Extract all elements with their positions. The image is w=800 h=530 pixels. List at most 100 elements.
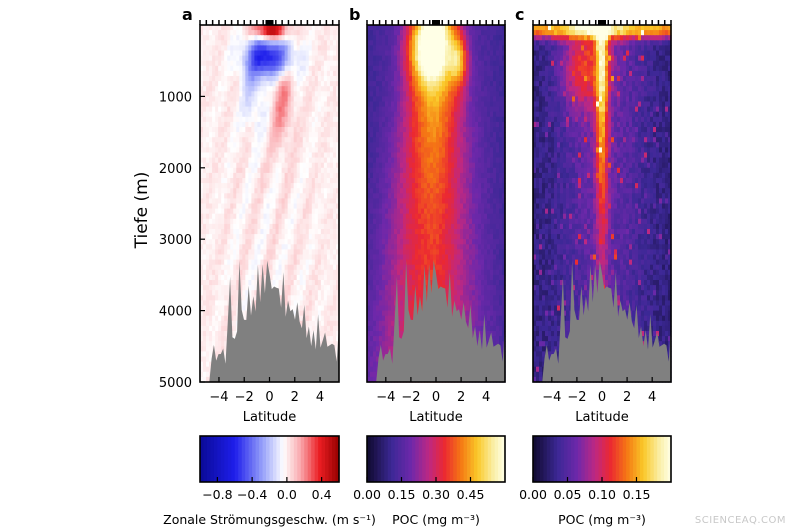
heatmap-cell — [215, 116, 219, 123]
heatmap-cell — [290, 50, 295, 57]
heatmap-cell — [284, 70, 289, 77]
heatmap-cell — [487, 132, 491, 138]
heatmap-cell — [472, 106, 476, 113]
heatmap-cell — [218, 50, 222, 57]
heatmap-cell — [484, 76, 488, 82]
heatmap-cell — [403, 76, 407, 82]
heatmap-cell — [499, 157, 503, 164]
heatmap-cell — [406, 157, 410, 164]
heatmap-cell — [379, 76, 383, 82]
heatmap-cell — [415, 188, 419, 194]
heatmap-cell — [329, 193, 334, 199]
heatmap-cell — [457, 91, 461, 97]
heatmap-cell — [373, 172, 377, 179]
heatmap-cell — [382, 213, 386, 220]
heatmap-cell — [329, 259, 334, 266]
heatmap-cell — [269, 86, 274, 92]
heatmap-cell — [457, 198, 461, 205]
heatmap-cell — [278, 295, 283, 301]
heatmap-cell — [332, 178, 337, 184]
heatmap-cell — [442, 91, 446, 97]
heatmap-cell — [370, 70, 374, 77]
heatmap-cell — [403, 183, 407, 189]
heatmap-cell — [266, 259, 271, 266]
heatmap-cell — [320, 172, 325, 179]
heatmap-cell — [490, 50, 494, 57]
heatmap-cell — [269, 244, 274, 250]
heatmap-cell — [200, 331, 204, 337]
heatmap-cell — [203, 167, 207, 174]
heatmap-cell — [406, 178, 410, 184]
heatmap-cell — [200, 40, 204, 46]
heatmap-cell — [281, 264, 286, 271]
heatmap-cell — [484, 178, 488, 184]
heatmap-cell — [460, 147, 464, 154]
heatmap-cell — [409, 213, 413, 220]
heatmap-cell — [433, 152, 437, 159]
heatmap-cell — [254, 152, 259, 159]
heatmap-cell — [385, 70, 389, 77]
heatmap-cell — [203, 356, 207, 363]
heatmap-cell — [263, 101, 268, 108]
heatmap-cell — [281, 106, 286, 113]
heatmap-cell — [332, 101, 337, 108]
heatmap-cell — [236, 25, 240, 31]
heatmap-cell — [242, 86, 246, 92]
heatmap-cell — [487, 188, 491, 194]
heatmap-cell — [317, 101, 322, 108]
heatmap-cell — [412, 188, 416, 194]
heatmap-cell — [206, 81, 210, 87]
heatmap-cell — [287, 203, 292, 210]
heatmap-cell — [469, 127, 473, 133]
heatmap-cell — [296, 65, 301, 72]
heatmap-cell — [242, 259, 246, 266]
heatmap-cell — [254, 111, 259, 118]
heatmap-cell — [400, 40, 404, 46]
heatmap-cell — [308, 218, 313, 225]
heatmap-cell — [272, 106, 277, 113]
heatmap-cell — [236, 35, 240, 41]
heatmap-cell — [484, 70, 488, 77]
heatmap-cell — [490, 111, 494, 118]
heatmap-cell — [275, 111, 280, 118]
heatmap-cell — [484, 60, 488, 67]
heatmap-cell — [490, 193, 494, 199]
heatmap-cell — [373, 55, 377, 62]
heatmap-cell — [242, 40, 246, 46]
heatmap-cell — [323, 249, 328, 256]
heatmap-cell — [397, 162, 401, 169]
heatmap-cell — [305, 178, 310, 184]
heatmap-cell — [412, 106, 416, 113]
heatmap-cell — [224, 132, 228, 138]
heatmap-cell — [233, 300, 237, 307]
heatmap-cell — [269, 91, 274, 97]
heatmap-cell — [335, 274, 340, 281]
heatmap-cell — [481, 101, 485, 108]
heatmap-cell — [320, 198, 325, 205]
heatmap-cell — [388, 81, 392, 87]
heatmap-cell — [427, 35, 431, 41]
heatmap-cell — [218, 70, 222, 77]
heatmap-cell — [487, 152, 491, 159]
heatmap-cell — [394, 50, 398, 57]
heatmap-cell — [230, 290, 234, 296]
heatmap-cell — [314, 96, 319, 103]
heatmap-cell — [242, 244, 246, 250]
heatmap-cell — [421, 188, 425, 194]
heatmap-cell — [290, 101, 295, 108]
heatmap-cell — [433, 147, 437, 154]
heatmap-cell — [314, 167, 319, 174]
heatmap-cell — [323, 132, 328, 138]
heatmap-cell — [451, 76, 455, 82]
heatmap-cell — [430, 91, 434, 97]
heatmap-cell — [233, 86, 237, 92]
heatmap-cell — [260, 45, 265, 52]
heatmap-cell — [227, 203, 231, 210]
heatmap-cell — [215, 121, 219, 128]
heatmap-cell — [320, 249, 325, 256]
heatmap-cell — [221, 213, 225, 220]
heatmap-cell — [400, 167, 404, 174]
heatmap-cell — [484, 40, 488, 46]
heatmap-cell — [373, 203, 377, 210]
heatmap-cell — [496, 106, 500, 113]
